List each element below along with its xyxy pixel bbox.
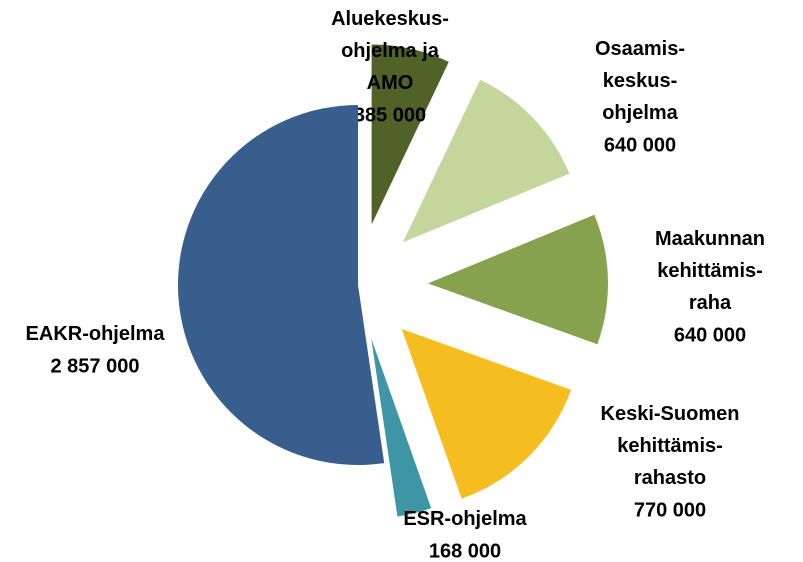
pie-slice bbox=[178, 105, 385, 465]
slice-label: EAKR-ohjelma 2 857 000 bbox=[26, 323, 166, 377]
category-label: Osaamis-keskus-ohjelma bbox=[595, 38, 685, 124]
category-label: Keski-Suomen kehittämis-rahasto bbox=[601, 403, 740, 489]
slice-label: Keski-Suomen kehittämis-rahasto 770 000 bbox=[601, 403, 740, 521]
value-label: 2 857 000 bbox=[51, 355, 140, 377]
pie-slice bbox=[427, 214, 608, 345]
pie-slice bbox=[371, 338, 432, 517]
category-label: Aluekeskus-ohjelma ja AMO bbox=[331, 8, 449, 94]
value-label: 770 000 bbox=[634, 499, 706, 521]
label-line: ohjelma ja bbox=[341, 40, 440, 62]
pie-slice bbox=[371, 44, 449, 225]
value-label: 640 000 bbox=[604, 134, 676, 156]
label-line: kehittämis- bbox=[657, 260, 763, 282]
slice-label: Aluekeskus-ohjelma ja AMO 385 000 bbox=[331, 8, 449, 126]
label-line: Keski-Suomen bbox=[601, 403, 740, 425]
label-line: rahasto bbox=[634, 467, 706, 489]
label-line: Maakunnan bbox=[655, 228, 765, 250]
slice-label: Osaamis-keskus-ohjelma 640 000 bbox=[595, 38, 685, 156]
category-label: Maakunnan kehittämis-raha bbox=[655, 228, 765, 314]
label-line: raha bbox=[689, 292, 732, 314]
value-label: 640 000 bbox=[674, 324, 746, 346]
slice-label: Maakunnan kehittämis-raha 640 000 bbox=[655, 228, 765, 346]
label-line: keskus- bbox=[603, 70, 678, 92]
value-label: 168 000 bbox=[429, 540, 501, 562]
label-line: Aluekeskus- bbox=[331, 8, 449, 30]
pie-slice bbox=[402, 79, 570, 243]
label-line: ohjelma bbox=[602, 102, 678, 124]
label-line: kehittämis- bbox=[617, 435, 723, 457]
category-label: ESR-ohjelma bbox=[403, 508, 527, 530]
label-line: Osaamis- bbox=[595, 38, 685, 60]
category-label: EAKR-ohjelma bbox=[26, 323, 166, 345]
label-line: AMO bbox=[367, 72, 414, 94]
label-line: ESR-ohjelma bbox=[403, 508, 527, 530]
slice-label: ESR-ohjelma 168 000 bbox=[403, 508, 527, 562]
value-label: 385 000 bbox=[354, 104, 426, 126]
label-line: EAKR-ohjelma bbox=[26, 323, 166, 345]
pie-slice bbox=[401, 328, 572, 499]
